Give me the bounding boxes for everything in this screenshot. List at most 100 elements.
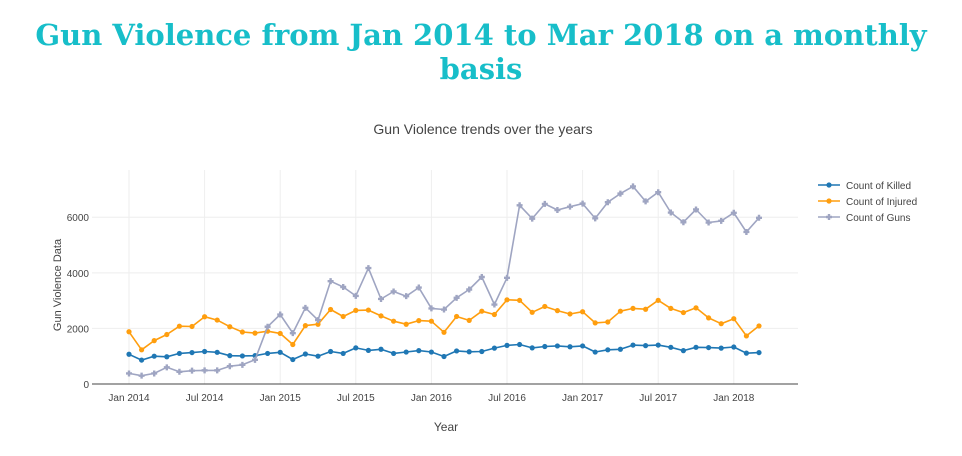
data-point	[378, 295, 384, 302]
data-point	[302, 304, 309, 311]
data-point	[164, 331, 170, 338]
x-tick-label: Jul 2017	[639, 393, 677, 404]
x-tick-label: Jul 2015	[337, 393, 375, 404]
data-point	[201, 367, 208, 374]
data-point	[668, 305, 674, 312]
data-point	[176, 323, 182, 329]
legend-label: Count of Guns	[846, 213, 910, 224]
data-point	[743, 350, 750, 356]
data-point	[592, 349, 598, 355]
data-point	[302, 323, 308, 329]
x-axis-label: Year	[434, 420, 458, 434]
data-point	[554, 207, 561, 214]
data-point	[189, 323, 195, 330]
data-point	[441, 353, 447, 360]
data-point	[542, 303, 548, 310]
data-point	[390, 288, 397, 295]
data-point	[164, 354, 170, 360]
data-point	[403, 349, 409, 355]
data-point	[428, 349, 434, 355]
data-point	[138, 372, 145, 379]
data-point	[453, 294, 460, 301]
y-tick-label: 6000	[67, 213, 90, 224]
data-point	[428, 305, 435, 312]
data-point	[189, 367, 195, 374]
data-point	[302, 351, 308, 357]
data-point	[290, 356, 296, 363]
data-point	[239, 353, 245, 359]
data-point	[756, 349, 762, 356]
data-point	[529, 215, 536, 222]
data-point	[743, 228, 750, 235]
data-point	[730, 209, 737, 216]
data-point	[454, 313, 460, 320]
data-point	[743, 333, 750, 339]
legend-item[interactable]: Count of Injured	[818, 197, 917, 208]
data-point	[315, 353, 321, 359]
legend-marker	[826, 182, 832, 188]
data-point	[491, 345, 497, 351]
data-point	[517, 341, 523, 348]
data-point	[277, 311, 284, 318]
data-point	[667, 209, 674, 216]
data-point	[630, 342, 636, 348]
data-point	[504, 274, 510, 281]
data-point	[731, 316, 737, 322]
data-point	[605, 347, 611, 353]
data-point	[441, 306, 447, 313]
data-point	[290, 341, 296, 348]
data-point	[202, 314, 208, 320]
data-point	[580, 309, 586, 315]
data-point	[693, 305, 699, 311]
data-point	[126, 351, 132, 357]
data-point	[126, 329, 132, 335]
data-point	[617, 308, 624, 314]
data-point	[151, 370, 158, 377]
data-point	[542, 343, 548, 350]
data-point	[579, 200, 586, 207]
data-point	[214, 317, 220, 323]
data-point	[554, 343, 561, 349]
data-point	[680, 348, 687, 354]
data-point	[265, 350, 271, 357]
data-point	[643, 306, 649, 312]
data-point	[163, 364, 170, 371]
legend[interactable]: Count of Killed Count of Injured Count of …	[818, 181, 917, 224]
data-point	[718, 217, 725, 224]
data-point	[428, 318, 434, 324]
series-count-of-injured	[126, 297, 762, 353]
data-point	[176, 350, 182, 357]
x-tick-label: Jan 2017	[562, 393, 604, 404]
data-point	[529, 345, 535, 351]
legend-item[interactable]: Count of Killed	[818, 181, 911, 192]
data-point	[239, 329, 245, 335]
data-point	[567, 344, 573, 350]
series-line	[128, 185, 760, 377]
data-point	[706, 344, 712, 351]
data-point	[567, 203, 573, 210]
data-point	[655, 297, 661, 303]
x-tick-label: Jan 2018	[713, 393, 755, 404]
data-point	[239, 361, 246, 368]
y-tick-label: 2000	[67, 324, 90, 335]
data-point	[705, 219, 712, 226]
data-point	[491, 301, 498, 308]
data-point	[592, 215, 599, 222]
data-point	[416, 348, 422, 354]
data-point	[403, 293, 410, 300]
data-point	[718, 345, 724, 351]
data-point	[353, 307, 359, 313]
x-tick-label: Jan 2016	[411, 393, 453, 404]
data-point	[391, 350, 397, 357]
data-point	[529, 309, 535, 315]
legend-item[interactable]: Count of Guns	[818, 213, 910, 224]
data-point	[478, 274, 485, 280]
data-point	[604, 199, 611, 206]
data-point	[441, 329, 447, 335]
series-count-of-killed	[126, 341, 762, 363]
data-point	[466, 349, 472, 355]
data-point	[327, 278, 334, 285]
chart-title: Gun Violence trends over the years	[373, 121, 592, 137]
data-point	[139, 347, 145, 353]
